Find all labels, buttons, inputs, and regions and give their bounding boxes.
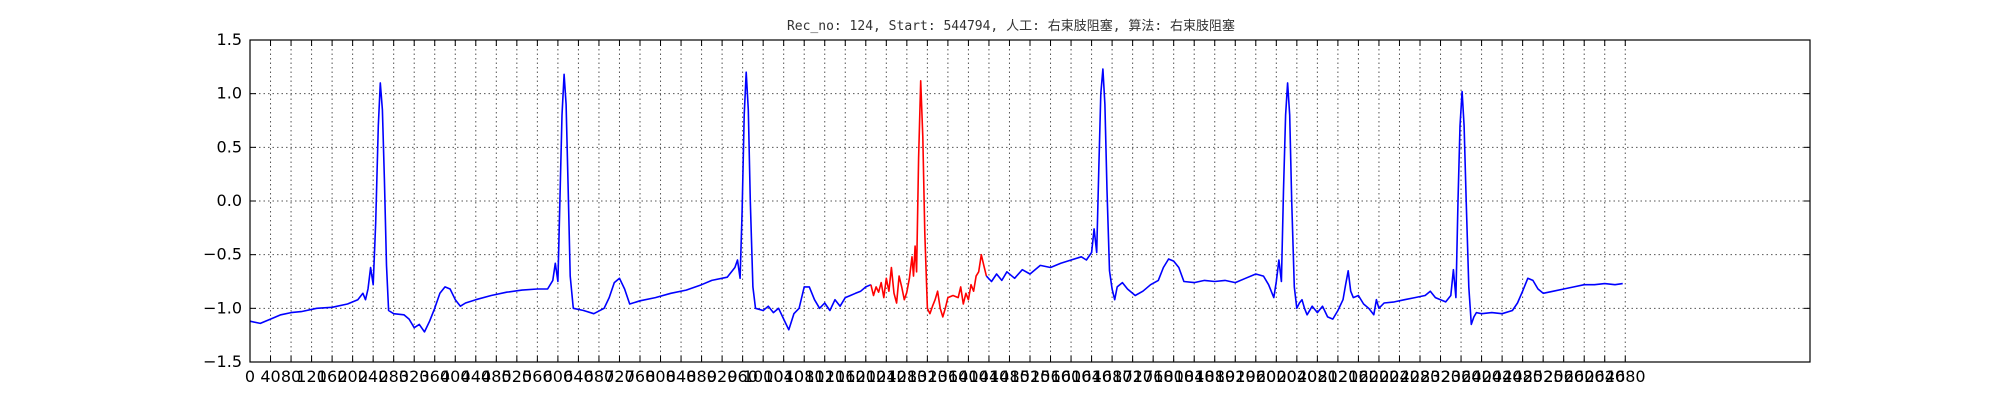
- x-tick-label: 1480: [989, 367, 1030, 386]
- x-tick-label: 1840: [1174, 367, 1215, 386]
- x-tick-label: 760: [625, 367, 656, 386]
- x-tick-label: 2440: [1482, 367, 1523, 386]
- ecg-blue-after-line: [985, 68, 1623, 326]
- x-tick-label: 400: [440, 367, 471, 386]
- x-tick-label: 240: [358, 367, 389, 386]
- x-tick-label: 2680: [1605, 367, 1646, 386]
- x-tick-label: 2520: [1523, 367, 1564, 386]
- ecg-red-highlight-line: [870, 80, 988, 318]
- y-axis: 1.5 1.0 0.5 0.0 −0.5 −1.0 −1.5: [203, 30, 1810, 371]
- x-tick-label: 2360: [1441, 367, 1482, 386]
- x-tick-label: 640: [563, 367, 594, 386]
- x-tick-label: 320: [399, 367, 430, 386]
- x-tick-label: 2400: [1461, 367, 1502, 386]
- x-tick-label: 0: [245, 367, 255, 386]
- x-tick-label: 1680: [1092, 367, 1133, 386]
- x-tick-label: 1880: [1194, 367, 1235, 386]
- x-tick-label: 1000: [743, 367, 784, 386]
- x-tick-label: 880: [686, 367, 717, 386]
- y-tick-label: 0.0: [217, 191, 242, 210]
- x-tick-label: 720: [604, 367, 635, 386]
- x-tick-label: 520: [502, 367, 533, 386]
- x-tick-label: 280: [378, 367, 409, 386]
- x-tick-label: 1280: [886, 367, 927, 386]
- x-tick-label: 80: [281, 367, 301, 386]
- x-tick-label: 1360: [928, 367, 969, 386]
- series-layer: [249, 68, 1623, 333]
- x-tick-label: 1560: [1030, 367, 1071, 386]
- x-tick-label: 560: [522, 367, 553, 386]
- grid-layer: [250, 40, 1810, 362]
- x-tick-label: 2600: [1564, 367, 1605, 386]
- x-tick-label: 1160: [825, 367, 866, 386]
- x-tick-label: 1320: [907, 367, 948, 386]
- x-tick-label: 960: [727, 367, 758, 386]
- chart-title: Rec_no: 124, Start: 544794, 人工: 右束肢阻塞, 算…: [787, 18, 1235, 34]
- x-tick-label: 1640: [1071, 367, 1112, 386]
- y-tick-label: 1.5: [217, 30, 242, 49]
- x-tick-label: 1800: [1153, 367, 1194, 386]
- x-tick-label: 1600: [1051, 367, 1092, 386]
- x-tick-label: 920: [707, 367, 738, 386]
- x-tick-label: 440: [461, 367, 492, 386]
- x-tick-label: 1080: [784, 367, 825, 386]
- x-tick-label: 1440: [969, 367, 1010, 386]
- x-tick-label: 160: [317, 367, 348, 386]
- x-tick-label: 2560: [1543, 367, 1584, 386]
- x-tick-label: 1760: [1133, 367, 1174, 386]
- x-tick-label: 2320: [1420, 367, 1461, 386]
- x-tick-label: 1520: [1010, 367, 1051, 386]
- y-tick-label: 1.0: [217, 84, 242, 103]
- x-tick-label: 2200: [1359, 367, 1400, 386]
- y-tick-label: 0.5: [217, 137, 242, 156]
- x-tick-label: 2480: [1502, 367, 1543, 386]
- x-tick-label: 480: [481, 367, 512, 386]
- x-tick-label: 1120: [804, 367, 845, 386]
- x-tick-label: 600: [543, 367, 574, 386]
- ecg-blue-before-line: [249, 71, 872, 333]
- x-tick-label: 680: [584, 367, 615, 386]
- x-tick-label: 2040: [1276, 367, 1317, 386]
- x-tick-label: 2240: [1379, 367, 1420, 386]
- y-tick-label: −1.5: [203, 352, 242, 371]
- x-tick-label: 2640: [1584, 367, 1625, 386]
- y-tick-label: −0.5: [203, 245, 242, 264]
- x-tick-label: 1920: [1215, 367, 1256, 386]
- x-tick-label: 840: [666, 367, 697, 386]
- x-tick-label: 2280: [1400, 367, 1441, 386]
- x-tick-label: 2160: [1338, 367, 1379, 386]
- x-tick-label: 40: [260, 367, 280, 386]
- x-tick-label: 1200: [845, 367, 886, 386]
- x-tick-label: 2080: [1297, 367, 1338, 386]
- x-tick-label: 800: [645, 367, 676, 386]
- x-tick-label: 1040: [763, 367, 804, 386]
- x-tick-label: 360: [419, 367, 450, 386]
- x-tick-label: 2000: [1256, 367, 1297, 386]
- x-tick-label: 1720: [1112, 367, 1153, 386]
- x-tick-label: 1960: [1235, 367, 1276, 386]
- x-axis: 0 40 8012016020024028032036040044048052056…: [245, 40, 1646, 386]
- x-tick-label: 2120: [1318, 367, 1359, 386]
- x-tick-label: 200: [337, 367, 368, 386]
- y-tick-label: −1.0: [203, 298, 242, 317]
- x-tick-label: 1240: [866, 367, 907, 386]
- x-tick-label: 1400: [948, 367, 989, 386]
- x-tick-label: 120: [296, 367, 327, 386]
